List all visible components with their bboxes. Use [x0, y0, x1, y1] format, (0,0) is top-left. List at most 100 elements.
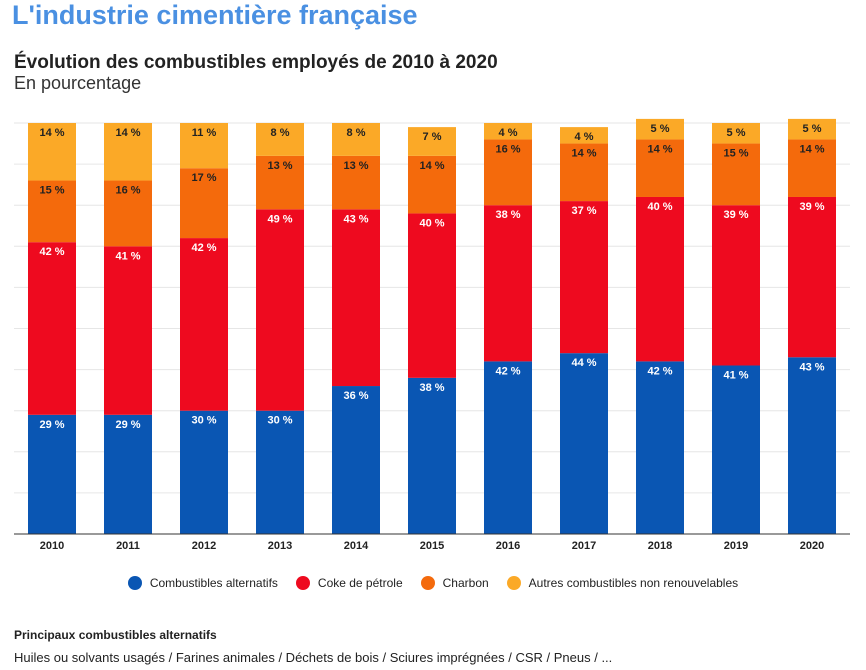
x-tick-label: 2013 [268, 540, 292, 552]
data-label: 39 % [799, 201, 824, 213]
bar-segment [28, 242, 76, 415]
bar-segment [560, 143, 608, 202]
bar-segment [180, 168, 228, 239]
bar-segment [712, 123, 760, 144]
bar-segment [104, 414, 152, 534]
bar-segment [256, 155, 304, 210]
data-label: 43 % [799, 361, 824, 373]
legend-item-combustibles-alternatifs: Combustibles alternatifs [127, 576, 278, 590]
bar-segment [408, 127, 456, 156]
data-label: 5 % [651, 123, 670, 135]
bar-segment [712, 205, 760, 366]
bar-segment [560, 201, 608, 354]
data-label: 14 % [571, 148, 596, 160]
legend-swatch [295, 576, 310, 590]
data-label: 15 % [39, 185, 64, 197]
x-tick-label: 2019 [724, 540, 748, 552]
legend-label: Combustibles alternatifs [149, 576, 278, 590]
bars [28, 118, 836, 534]
legend-label: Coke de pétrole [317, 576, 403, 590]
stacked-bar-chart: 29 % 42 % 15 % 14 % 29 % 41 % 16 % 14 % 30 % 42 %… [14, 118, 850, 552]
data-label: 29 % [39, 419, 64, 431]
bar-segment [484, 123, 532, 140]
bar-segment [484, 361, 532, 534]
data-label: 41 % [115, 250, 140, 262]
bar-segment [408, 213, 456, 378]
chart-legend: Combustibles alternatifs Coke de pétrole… [0, 576, 866, 590]
x-tick-label: 2012 [192, 540, 216, 552]
bar-segment [180, 410, 228, 534]
bar-segment [332, 386, 380, 534]
chart-title: Évolution des combustibles employés de 2… [14, 52, 498, 73]
data-label: 11 % [192, 127, 217, 139]
footer-title: Principaux combustibles alternatifs [14, 628, 217, 642]
bar-segment [256, 209, 304, 411]
legend-item-coke-de-petrole: Coke de pétrole [295, 576, 403, 590]
x-tick-label: 2011 [116, 540, 140, 552]
legend-swatch [127, 576, 142, 590]
bar-segment [484, 205, 532, 362]
data-label: 4 % [499, 127, 518, 139]
x-tick-label: 2020 [800, 540, 824, 552]
bar-segment [408, 377, 456, 534]
bar-segment [104, 123, 152, 181]
data-label: 8 % [347, 127, 366, 139]
bar-segment [180, 123, 228, 169]
data-label: 42 % [495, 365, 520, 377]
data-label: 29 % [115, 419, 140, 431]
bar-segment [560, 353, 608, 534]
bar-segment [28, 123, 76, 181]
bar-segment [712, 365, 760, 534]
data-label: 16 % [495, 143, 520, 155]
x-tick-label: 2014 [344, 540, 369, 552]
data-label: 14 % [647, 143, 672, 155]
data-label: 49 % [267, 213, 292, 225]
bar-segment [788, 118, 836, 140]
data-label: 40 % [419, 217, 444, 229]
data-label: 38 % [495, 209, 520, 221]
x-axis: 2010 2011 2012 2013 2014 2015 2016 2017 2018 2019… [14, 533, 850, 552]
bar-segment [332, 123, 380, 156]
x-tick-label: 2016 [496, 540, 520, 552]
data-label: 36 % [343, 390, 368, 402]
legend-swatch [506, 576, 521, 590]
bar-segment [28, 180, 76, 243]
footer-text: Huiles ou solvants usagés / Farines anim… [14, 650, 613, 665]
bar-segment [332, 209, 380, 387]
legend-label: Charbon [442, 576, 489, 590]
x-tick-label: 2015 [420, 540, 444, 552]
data-label: 13 % [343, 160, 368, 172]
bar-segment [636, 139, 684, 197]
data-label: 39 % [723, 209, 748, 221]
legend-swatch [420, 576, 435, 590]
data-label: 8 % [271, 127, 290, 139]
data-label: 13 % [267, 160, 292, 172]
data-label: 17 % [191, 172, 216, 184]
data-label: 14 % [799, 143, 824, 155]
data-label: 4 % [575, 131, 594, 143]
data-labels: 29 % 42 % 15 % 14 % 29 % 41 % 16 % 14 % 30 % 42 %… [39, 123, 824, 431]
data-label: 5 % [803, 123, 822, 135]
bar-segment [408, 155, 456, 214]
data-label: 41 % [723, 369, 748, 381]
bar-segment [28, 414, 76, 534]
legend-label: Autres combustibles non renouvelables [528, 576, 739, 590]
data-label: 7 % [423, 131, 442, 143]
x-tick-label: 2018 [648, 540, 672, 552]
data-label: 30 % [191, 415, 216, 427]
bar-segment [256, 410, 304, 534]
data-label: 14 % [39, 127, 64, 139]
legend-item-charbon: Charbon [420, 576, 489, 590]
bar-segment [712, 143, 760, 206]
bar-segment [104, 246, 152, 415]
data-label: 43 % [343, 213, 368, 225]
x-tick-label: 2010 [40, 540, 64, 552]
data-label: 40 % [647, 201, 672, 213]
data-label: 38 % [419, 382, 444, 394]
page-title: L'industrie cimentière française [12, 0, 418, 30]
x-tick-label: 2017 [572, 540, 596, 552]
bar-segment [788, 196, 836, 358]
bar-segment [788, 139, 836, 197]
data-label: 42 % [191, 242, 216, 254]
bar-segment [788, 357, 836, 534]
